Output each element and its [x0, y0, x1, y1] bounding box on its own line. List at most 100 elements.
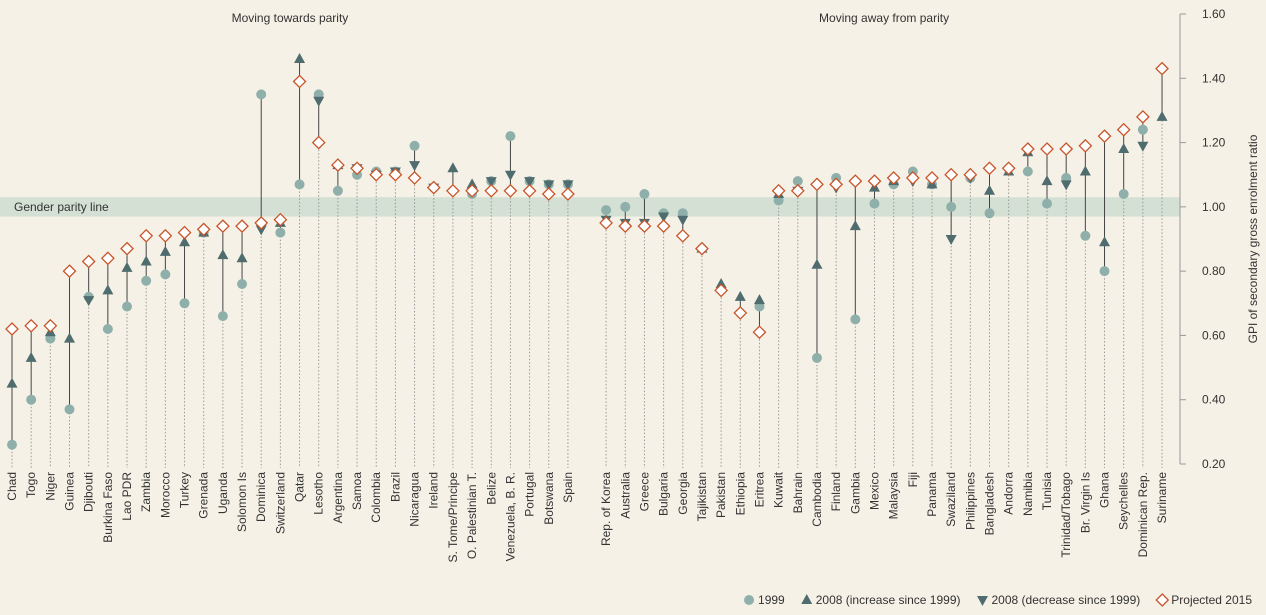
x-tick-label: Georgia — [676, 472, 690, 515]
point-2015 — [24, 318, 39, 333]
x-tick-label: Uganda — [216, 472, 230, 514]
x-tick-label: Venezuela, B. R. — [503, 472, 517, 561]
x-tick-label: Qatar — [293, 472, 307, 502]
point-2008-up — [159, 245, 171, 256]
point-2015 — [369, 167, 384, 182]
point-2008-up — [734, 290, 746, 301]
point-2015 — [656, 219, 671, 234]
point-2008-down — [658, 212, 670, 223]
y-tick-label: 1.00 — [1202, 200, 1226, 214]
point-2015 — [62, 264, 77, 279]
point-1999 — [1022, 166, 1033, 177]
point-2008-down — [313, 96, 325, 107]
legend-item: 1999 — [744, 593, 785, 607]
x-tick-label: Brazil — [388, 472, 402, 502]
x-tick-label: Lesotho — [312, 472, 326, 515]
y-tick-label: 0.80 — [1202, 264, 1226, 278]
x-tick-label: Zambia — [139, 472, 153, 512]
point-2015 — [771, 183, 786, 198]
point-1999 — [294, 179, 305, 190]
point-2015 — [254, 216, 269, 230]
x-tick-label: Malaysia — [887, 472, 901, 520]
x-tick-label: Grenada — [197, 472, 211, 519]
point-1999 — [409, 140, 420, 151]
x-tick-label: Mexico — [867, 472, 881, 510]
point-2015 — [1097, 129, 1112, 144]
band-label: Gender parity line — [14, 200, 109, 214]
group-label: Moving away from parity — [819, 11, 949, 25]
x-tick-label: Bulgaria — [657, 472, 671, 516]
x-tick-label: Nicaragua — [408, 472, 422, 527]
point-1999 — [256, 89, 267, 100]
legend-item: 2008 (decrease since 1999) — [977, 593, 1140, 607]
point-2015 — [1059, 142, 1074, 156]
point-2015 — [81, 254, 96, 269]
x-tick-label: Togo — [24, 472, 38, 498]
point-2008-up — [236, 252, 248, 263]
point-2015 — [388, 167, 403, 182]
legend-marker — [801, 594, 813, 604]
point-2008-up — [1041, 175, 1053, 186]
point-2008-up — [25, 351, 37, 362]
x-tick-label: Ethiopia — [733, 472, 747, 516]
point-1999 — [160, 269, 171, 280]
point-1999 — [179, 298, 190, 309]
point-2015 — [330, 158, 345, 172]
point-1999 — [7, 439, 17, 450]
point-1999 — [141, 275, 152, 286]
point-2008-up — [1156, 110, 1168, 121]
point-2015 — [5, 322, 19, 336]
x-tick-label: Portugal — [523, 472, 537, 517]
y-tick-label: 0.40 — [1202, 393, 1226, 407]
x-tick-label: Djibouti — [82, 472, 96, 512]
point-2015 — [618, 219, 633, 234]
point-2015 — [426, 180, 441, 195]
point-2015 — [1116, 122, 1131, 137]
x-tick-label: Eritrea — [752, 472, 766, 508]
x-tick-label: Dominica — [254, 472, 268, 522]
point-2015 — [982, 161, 997, 176]
point-1999 — [984, 208, 995, 219]
point-1999 — [102, 324, 113, 334]
point-2008-up — [179, 236, 191, 247]
x-tick-label: Ghana — [1098, 472, 1112, 508]
point-2015 — [235, 219, 249, 234]
point-2015 — [158, 228, 173, 243]
x-tick-label: Belize — [484, 472, 498, 505]
point-2008-down — [504, 170, 516, 181]
point-2015 — [1135, 109, 1150, 124]
point-2015 — [139, 228, 154, 243]
point-1999 — [811, 352, 822, 363]
point-2015 — [311, 135, 326, 150]
x-tick-label: Ireland — [427, 472, 441, 509]
x-tick-label: Tajikistan — [695, 472, 709, 521]
x-tick-label: Gambia — [848, 472, 862, 514]
point-2015 — [1001, 161, 1016, 176]
point-2015 — [1078, 138, 1093, 153]
point-1999 — [217, 311, 228, 322]
point-2015 — [1020, 142, 1035, 156]
point-2008-down — [543, 180, 555, 191]
x-tick-label: Swaziland — [944, 472, 958, 527]
legend-label: Projected 2015 — [1171, 593, 1252, 607]
point-2015 — [886, 171, 901, 185]
point-1999 — [1118, 189, 1129, 199]
point-1999 — [620, 201, 631, 212]
x-tick-label: Guinea — [63, 472, 77, 511]
point-2015 — [100, 251, 115, 266]
point-2015 — [445, 183, 460, 198]
point-2015 — [292, 74, 307, 89]
x-tick-label: O. Palestinian T. — [465, 472, 479, 559]
x-tick-label: Turkey — [178, 472, 192, 508]
point-2015 — [695, 241, 709, 256]
point-2015 — [465, 183, 479, 198]
x-tick-label: Tunisia — [1040, 472, 1054, 511]
x-tick-label: Namibia — [1021, 472, 1035, 516]
x-tick-label: Trinidad/Tobago — [1059, 472, 1073, 558]
x-tick-label: Fiji — [906, 472, 920, 487]
point-2008-up — [102, 284, 114, 295]
point-2008-up — [217, 249, 229, 260]
point-1999 — [850, 314, 861, 325]
point-2008-up — [466, 178, 478, 189]
